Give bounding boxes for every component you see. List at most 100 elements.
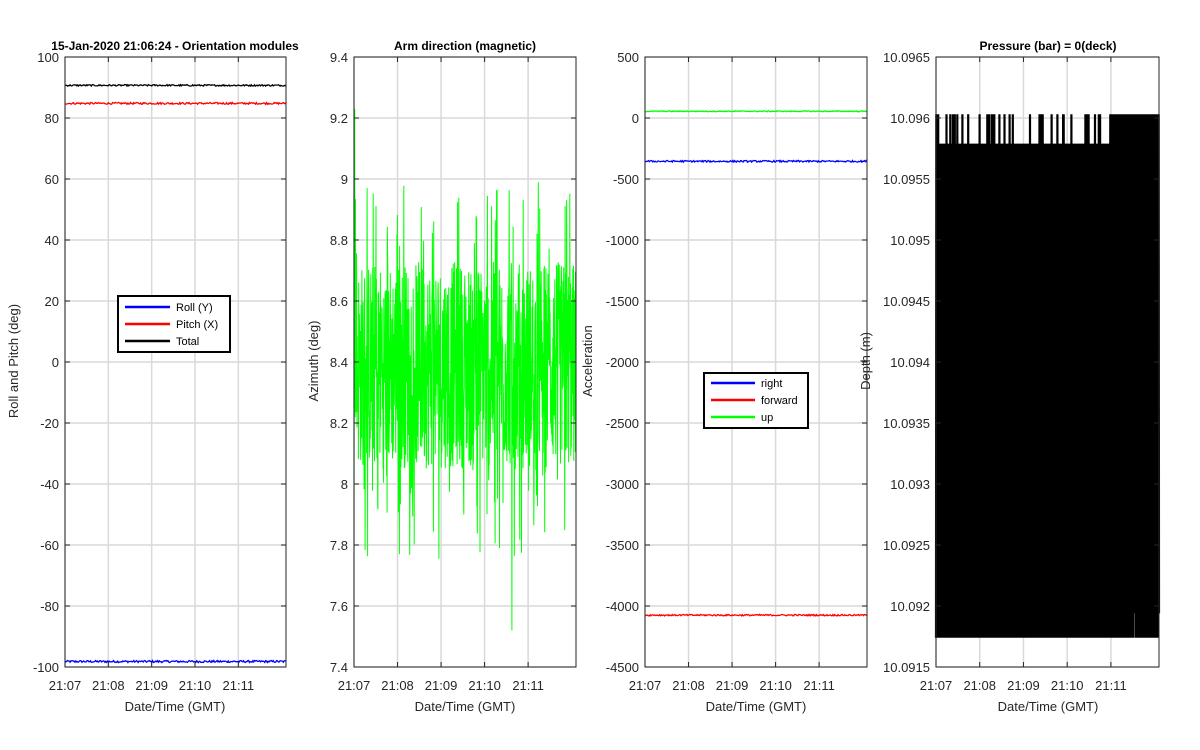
acceleration-ytick-label: -3500	[606, 538, 639, 553]
depth-ytick-label: 10.093	[890, 477, 930, 492]
orientation-legend: Roll (Y) Pitch (X) Total	[117, 295, 231, 353]
azimuth-ytick-label: 8.8	[330, 233, 348, 248]
depth-xtick-label: 21:10	[1051, 678, 1084, 693]
azimuth-xtick-label: 21:11	[512, 678, 544, 693]
acceleration-xtick-label: 21:11	[803, 678, 835, 693]
acceleration-series-right	[644, 159, 868, 164]
orientation-ytick-label: 60	[45, 172, 59, 187]
azimuth-ytick-label: 9	[341, 172, 348, 187]
orientation-ytick-label: -60	[40, 538, 59, 553]
orientation-ytick-label: -20	[40, 416, 59, 431]
acceleration-ytick-label: -2000	[606, 355, 639, 370]
acceleration-panel: 21:07 21:08 21:09 21:10 21:11 500 0 -500 -1000 -1…	[580, 50, 868, 714]
azimuth-ytick-label: 9.4	[330, 50, 348, 65]
azimuth-xtick-label: 21:08	[381, 678, 414, 693]
azimuth-panel: 21:07 21:08 21:09 21:10 21:11 9.4 9.2 9 8.8 8.6 8.…	[306, 39, 577, 714]
orientation-xtick-label: 21:07	[49, 678, 82, 693]
orientation-series-pitch-x	[64, 101, 287, 106]
orientation-ytick-label: 80	[45, 111, 59, 126]
acceleration-ytick-label: -1000	[606, 233, 639, 248]
orientation-series-roll-y	[64, 659, 287, 664]
acceleration-xtick-label: 21:09	[716, 678, 749, 693]
azimuth-xtick-label: 21:07	[338, 678, 371, 693]
acceleration-axes: 21:07 21:08 21:09 21:10 21:11 500 0 -500 -1000 -1…	[606, 50, 868, 693]
orientation-ytick-label: 100	[37, 50, 59, 65]
azimuth-ytick-label: 8	[341, 477, 348, 492]
orientation-xtick-label: 21:11	[223, 678, 255, 693]
depth-ytick-label: 10.092	[890, 599, 930, 614]
azimuth-series-azimuth	[353, 108, 577, 631]
orientation-ytick-label: -80	[40, 599, 59, 614]
depth-ytick-label: 10.0945	[883, 294, 930, 309]
depth-ytick-label: 10.096	[890, 111, 930, 126]
orientation-ylabel: Roll and Pitch (deg)	[6, 304, 21, 418]
azimuth-title: Arm direction (magnetic)	[394, 39, 536, 53]
orientation-ytick-label: -40	[40, 477, 59, 492]
acceleration-series-group	[644, 109, 868, 618]
acceleration-ytick-label: -3000	[606, 477, 639, 492]
azimuth-xtick-label: 21:09	[425, 678, 458, 693]
azimuth-xlabel: Date/Time (GMT)	[415, 699, 516, 714]
azimuth-ytick-label: 8.6	[330, 294, 348, 309]
depth-ytick-label: 10.0915	[883, 660, 930, 675]
azimuth-xtick-label: 21:10	[468, 678, 501, 693]
acceleration-xtick-label: 21:10	[759, 678, 792, 693]
orientation-series-group	[64, 83, 287, 664]
acceleration-xlabel: Date/Time (GMT)	[706, 699, 807, 714]
acceleration-xtick-label: 21:08	[672, 678, 705, 693]
depth-ytick-label: 10.095	[890, 233, 930, 248]
depth-ytick-label: 10.0925	[883, 538, 930, 553]
orientation-title: 15-Jan-2020 21:06:24 - Orientation modul…	[51, 39, 299, 53]
azimuth-ytick-label: 9.2	[330, 111, 348, 126]
orientation-panel: 21:07 21:08 21:09 21:10 21:11 100 80 60 40 20 0 -20…	[6, 39, 299, 714]
depth-xlabel: Date/Time (GMT)	[998, 699, 1099, 714]
acceleration-ytick-label: -500	[613, 172, 639, 187]
depth-ylabel: Depth (m)	[858, 332, 873, 390]
azimuth-ytick-label: 7.4	[330, 660, 348, 675]
legend-label-roll: Roll (Y)	[176, 302, 213, 314]
depth-axes: 21:07 21:08 21:09 21:10 21:11 10.0965 10.096 10…	[883, 50, 1161, 693]
acceleration-ytick-label: -4500	[606, 660, 639, 675]
azimuth-series-group	[353, 108, 577, 631]
orientation-ytick-label: 40	[45, 233, 59, 248]
orientation-series-total	[64, 83, 287, 88]
orientation-ytick-label: -100	[33, 660, 59, 675]
orientation-xlabel: Date/Time (GMT)	[125, 699, 226, 714]
acceleration-ytick-label: -2500	[606, 416, 639, 431]
azimuth-ylabel: Azimuth (deg)	[306, 321, 321, 402]
orientation-xtick-label: 21:09	[135, 678, 168, 693]
orientation-ytick-label: 20	[45, 294, 59, 309]
depth-ytick-label: 10.0955	[883, 172, 930, 187]
depth-xtick-label: 21:07	[920, 678, 953, 693]
azimuth-axes: 21:07 21:08 21:09 21:10 21:11 9.4 9.2 9 8.8 8.6 8.…	[330, 50, 577, 693]
depth-ytick-label: 10.0935	[883, 416, 930, 431]
legend-label-right: right	[761, 378, 782, 390]
acceleration-ytick-label: -1500	[606, 294, 639, 309]
azimuth-ytick-label: 7.8	[330, 538, 348, 553]
depth-panel: 21:07 21:08 21:09 21:10 21:11 10.0965 10.096 10…	[858, 39, 1161, 714]
acceleration-ytick-label: 500	[617, 50, 639, 65]
legend-label-forward: forward	[761, 395, 798, 407]
acceleration-ylabel: Acceleration	[580, 325, 595, 397]
acceleration-ytick-label: 0	[632, 111, 639, 126]
depth-title: Pressure (bar) = 0(deck)	[979, 39, 1116, 53]
orientation-axes: 21:07 21:08 21:09 21:10 21:11 100 80 60 40 20 0 -20…	[33, 50, 287, 693]
depth-xtick-label: 21:08	[963, 678, 996, 693]
legend-label-up: up	[761, 412, 773, 424]
depth-xtick-label: 21:11	[1095, 678, 1127, 693]
azimuth-ytick-label: 8.4	[330, 355, 348, 370]
depth-ytick-label: 10.0965	[883, 50, 930, 65]
depth-xtick-label: 21:09	[1007, 678, 1040, 693]
acceleration-series-forward	[644, 613, 868, 618]
orientation-xtick-label: 21:10	[179, 678, 212, 693]
acceleration-ytick-label: -4000	[606, 599, 639, 614]
depth-ytick-label: 10.094	[890, 355, 930, 370]
acceleration-xtick-label: 21:07	[629, 678, 662, 693]
depth-series-depth	[934, 114, 1161, 638]
orientation-xtick-label: 21:08	[92, 678, 125, 693]
orientation-ytick-label: 0	[52, 355, 59, 370]
acceleration-legend: right forward up	[703, 372, 809, 429]
azimuth-ytick-label: 8.2	[330, 416, 348, 431]
depth-series-group	[934, 114, 1161, 638]
